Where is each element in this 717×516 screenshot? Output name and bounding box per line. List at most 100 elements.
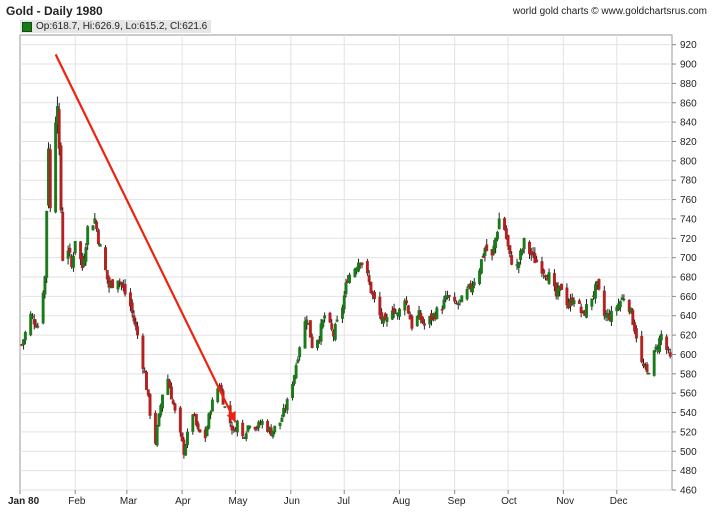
y-tick-label: 840 bbox=[680, 118, 697, 129]
y-tick-label: 700 bbox=[680, 253, 697, 264]
candle-body bbox=[196, 423, 200, 430]
candle-body bbox=[556, 287, 560, 297]
candle-body bbox=[91, 225, 95, 231]
candle-body bbox=[210, 399, 214, 412]
candle-body bbox=[32, 319, 36, 325]
candle-body bbox=[29, 313, 33, 336]
candle-body bbox=[415, 316, 419, 327]
candle-body bbox=[373, 291, 376, 300]
candle-body bbox=[471, 285, 474, 293]
candle-body bbox=[171, 400, 175, 404]
candle-body bbox=[335, 319, 339, 322]
candle-body bbox=[654, 346, 658, 350]
ohlc-values: Op:618.7, Hi:626.9, Lo:615.2, Cl:621.6 bbox=[36, 21, 208, 32]
candle-body bbox=[590, 298, 594, 307]
candle-body bbox=[579, 306, 583, 314]
candle-body bbox=[136, 326, 140, 336]
candle-body bbox=[178, 407, 182, 433]
y-tick-label: 640 bbox=[680, 311, 697, 322]
candle-body bbox=[519, 250, 523, 261]
candle-body bbox=[353, 268, 357, 277]
candle-body bbox=[340, 307, 344, 319]
candle-body bbox=[241, 422, 245, 437]
candle-body bbox=[547, 272, 551, 284]
x-tick-label: Mar bbox=[120, 496, 138, 507]
candle-body bbox=[585, 304, 588, 318]
candle-body bbox=[456, 303, 460, 306]
candle-body bbox=[633, 322, 637, 332]
candle-body bbox=[392, 308, 396, 314]
candle-body bbox=[342, 295, 346, 310]
x-tick-label: May bbox=[229, 496, 248, 507]
candle-body bbox=[128, 292, 132, 307]
candle-body bbox=[207, 413, 211, 429]
candle-body bbox=[453, 296, 457, 302]
candle-body bbox=[365, 261, 369, 274]
x-tick-label: Jan 80 bbox=[8, 496, 40, 507]
candle-body bbox=[535, 259, 539, 263]
candle-body bbox=[447, 295, 451, 297]
candle-body bbox=[244, 433, 248, 440]
candle-body bbox=[173, 403, 177, 411]
x-tick-label: Oct bbox=[501, 496, 517, 507]
candle-body bbox=[132, 315, 136, 322]
candle-body bbox=[291, 384, 295, 398]
y-tick-label: 800 bbox=[680, 156, 697, 167]
candle-body bbox=[232, 428, 236, 430]
x-tick-label: Nov bbox=[556, 496, 574, 507]
candle-body bbox=[479, 259, 483, 274]
candle-body bbox=[323, 315, 327, 319]
candle-body bbox=[111, 279, 115, 289]
y-tick-label: 860 bbox=[680, 98, 697, 109]
y-tick-label: 480 bbox=[680, 466, 697, 477]
candle-body bbox=[520, 249, 524, 253]
credit-text: world gold charts © www.goldchartsrus.co… bbox=[512, 6, 707, 17]
candle-body bbox=[303, 321, 307, 349]
candle-body bbox=[495, 231, 499, 240]
candle-body bbox=[321, 319, 325, 328]
candle-body bbox=[316, 339, 319, 349]
candle-body bbox=[285, 399, 289, 411]
candle-body bbox=[96, 229, 100, 245]
candle-body bbox=[357, 262, 360, 272]
x-tick-label: Apr bbox=[175, 496, 191, 507]
y-tick-label: 820 bbox=[680, 137, 697, 148]
x-tick-label: Sep bbox=[448, 496, 466, 507]
y-tick-label: 620 bbox=[680, 331, 697, 342]
candle-body bbox=[652, 350, 656, 376]
candle-body bbox=[510, 255, 514, 265]
candle-body bbox=[634, 328, 638, 339]
candle-body bbox=[130, 302, 134, 314]
candle-body bbox=[298, 347, 302, 358]
candle-body bbox=[57, 109, 61, 149]
y-tick-label: 720 bbox=[680, 234, 697, 245]
candle-body bbox=[542, 269, 546, 274]
candle-body bbox=[84, 247, 88, 262]
candle-body bbox=[319, 323, 323, 342]
candle-body bbox=[344, 282, 348, 295]
candle-body bbox=[310, 336, 314, 348]
candle-body bbox=[54, 122, 58, 213]
candle-body bbox=[478, 270, 482, 285]
candle-body bbox=[410, 316, 414, 329]
candle-body bbox=[280, 417, 284, 422]
candle-body bbox=[194, 414, 198, 426]
candle-body bbox=[86, 226, 90, 245]
candle-body bbox=[658, 337, 661, 353]
y-tick-label: 740 bbox=[680, 214, 697, 225]
candle-body bbox=[517, 261, 521, 268]
candle-body bbox=[531, 251, 535, 254]
candle-body bbox=[271, 430, 275, 437]
y-tick-label: 920 bbox=[680, 40, 697, 51]
candle-body bbox=[593, 284, 597, 299]
candle-body bbox=[503, 218, 506, 230]
y-tick-label: 600 bbox=[680, 350, 697, 361]
candle-body bbox=[348, 274, 352, 284]
candle-body bbox=[257, 421, 261, 429]
candle-body bbox=[494, 237, 498, 249]
candle-body bbox=[68, 247, 72, 253]
candle-body bbox=[533, 253, 537, 264]
candle-body bbox=[380, 312, 384, 321]
